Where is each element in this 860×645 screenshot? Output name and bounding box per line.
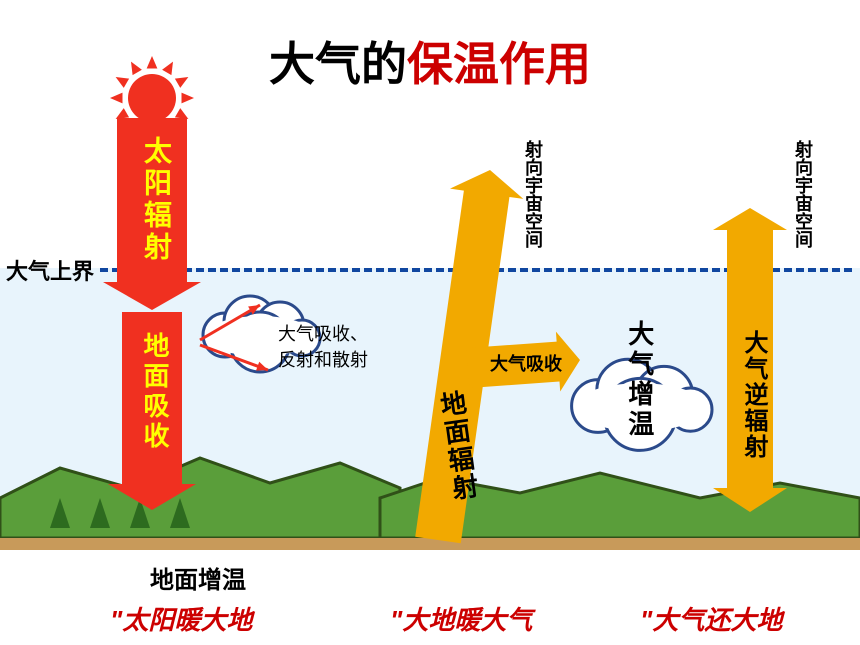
scatter-label: 大气吸收、 反射和散射 xyxy=(278,320,368,372)
caption-sun-warms-earth: "太阳暖大地 xyxy=(110,600,252,637)
surface-warm-label: 地面增温 xyxy=(150,560,246,595)
caption-earth-warms-atmosphere: "大地暖大气 xyxy=(390,600,532,637)
caption-atmosphere-returns-earth: "大气还大地 xyxy=(640,600,782,637)
scatter-arrows xyxy=(0,0,860,645)
